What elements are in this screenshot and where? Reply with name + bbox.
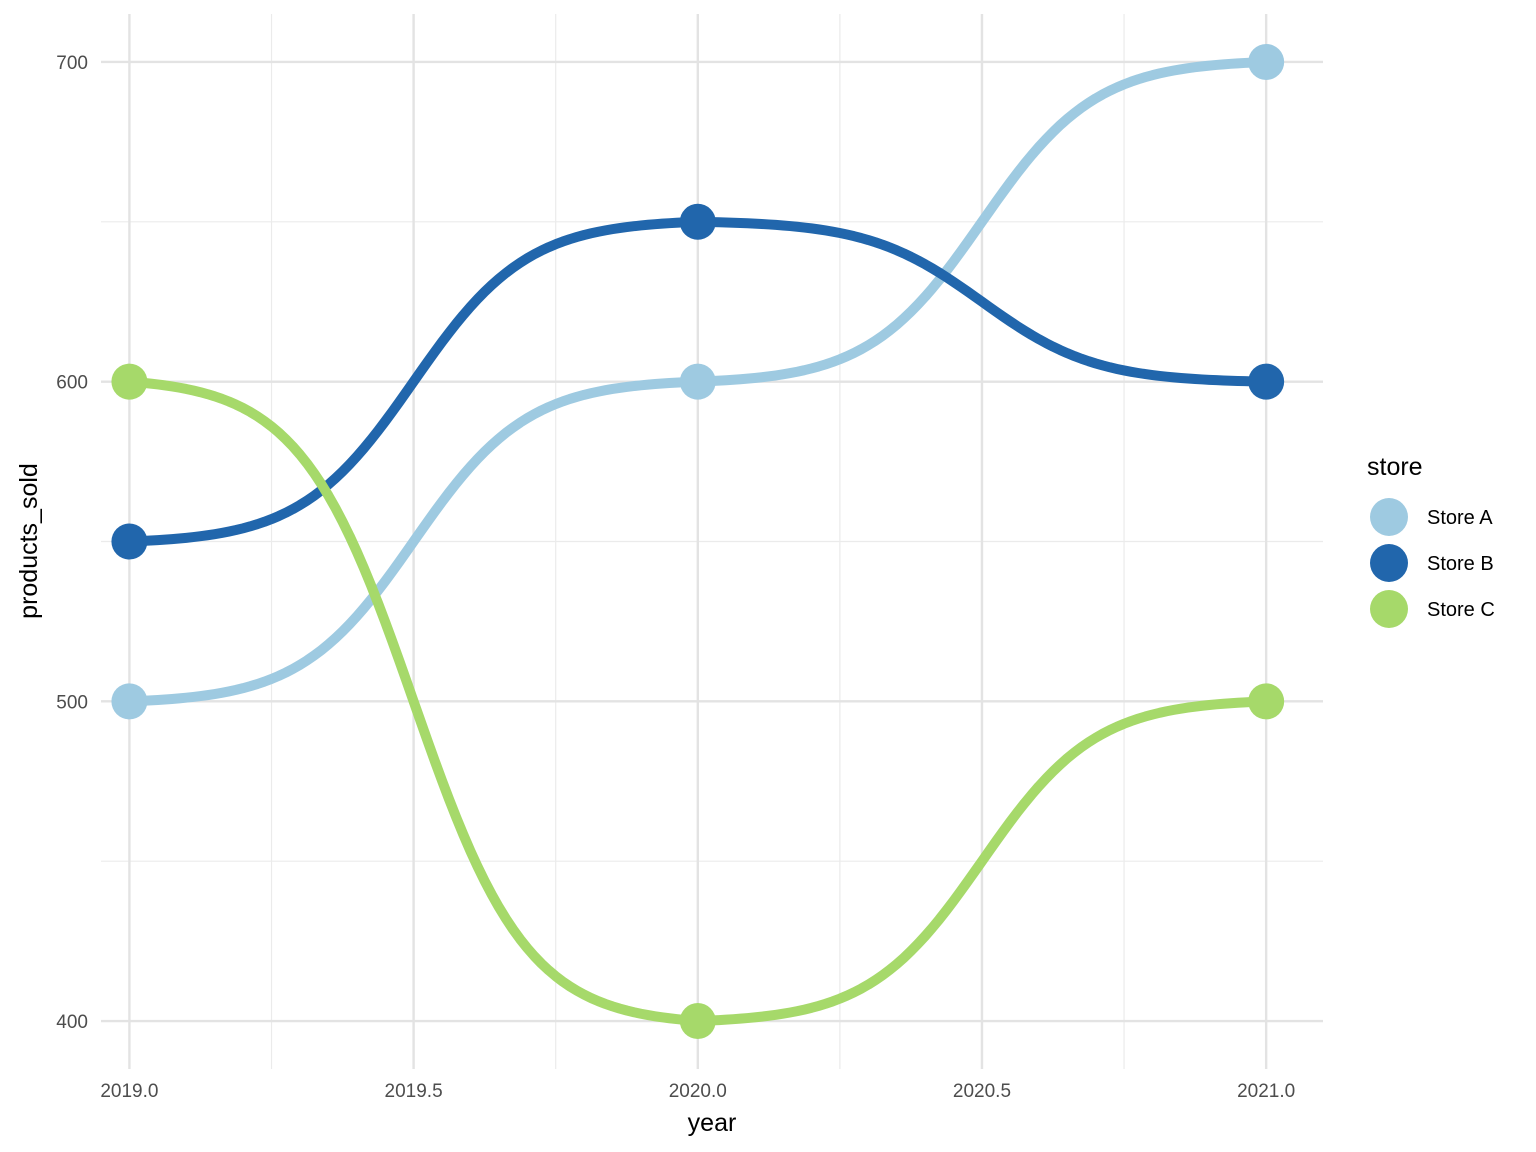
legend-key [1370,498,1408,536]
legend-label: Store A [1427,507,1493,529]
legend-key [1370,544,1408,582]
series-points [111,43,1285,1040]
data-point-store-c [1248,683,1285,720]
data-point-store-b [111,523,148,560]
data-point-store-b [679,203,716,240]
y-tick-label: 400 [56,1012,88,1033]
y-tick-label: 500 [56,692,88,713]
y-tick-label: 600 [56,373,88,394]
legend-items: Store A Store B Store C [1370,498,1495,628]
x-tick-label: 2020.5 [953,1081,1011,1102]
data-point-store-a [1248,43,1285,80]
legend-key [1370,590,1408,628]
data-point-store-a [679,363,716,400]
legend-label: Store C [1427,599,1495,621]
x-tick-label: 2020.0 [669,1081,727,1102]
y-axis-tick-labels: 400 500 600 700 [56,53,88,1033]
y-tick-label: 700 [56,53,88,74]
data-point-store-c [679,1003,716,1040]
x-tick-label: 2021.0 [1237,1081,1295,1102]
x-tick-label: 2019.5 [385,1081,443,1102]
x-axis-tick-labels: 2019.0 2019.5 2020.0 2020.5 2021.0 [100,1081,1295,1102]
x-tick-label: 2019.0 [100,1081,158,1102]
data-point-store-b [1248,363,1285,400]
legend-label: Store B [1427,553,1494,575]
minor-gridlines [101,14,1323,1069]
data-point-store-c [111,363,148,400]
data-point-store-a [111,683,148,720]
legend: store Store A Store B Store C [1367,453,1495,628]
y-axis-title: products_sold [15,463,43,619]
legend-title: store [1367,453,1423,481]
x-axis-title: year [688,1109,737,1137]
